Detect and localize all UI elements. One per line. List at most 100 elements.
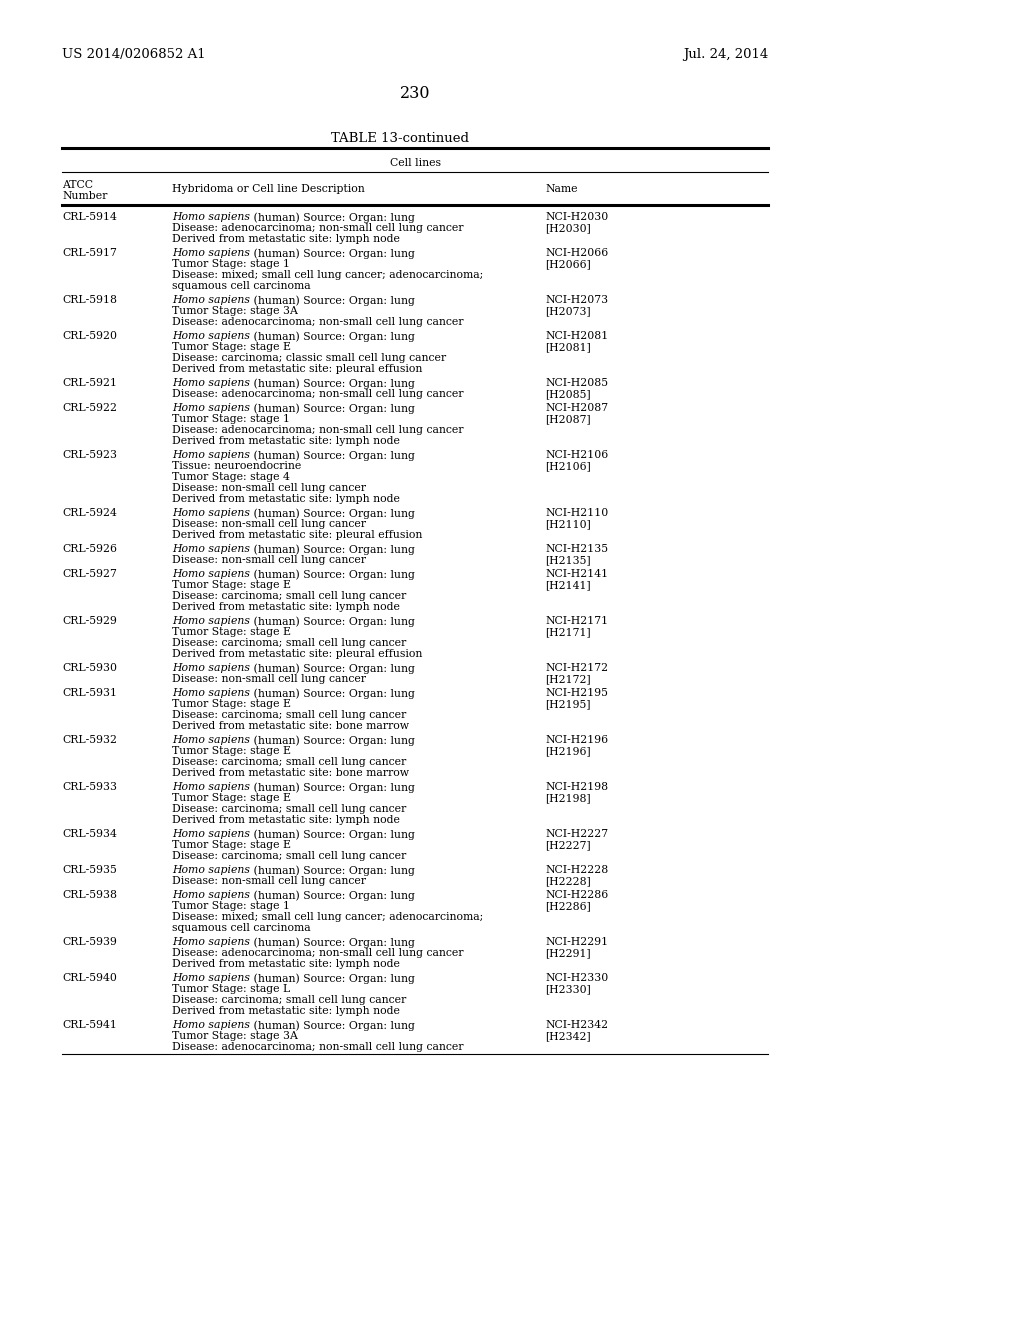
Text: CRL-5929: CRL-5929 (62, 616, 117, 626)
Text: NCI-H2342: NCI-H2342 (545, 1020, 608, 1030)
Text: Disease: non-small cell lung cancer: Disease: non-small cell lung cancer (172, 675, 366, 684)
Text: CRL-5930: CRL-5930 (62, 663, 117, 673)
Text: Disease: mixed; small cell lung cancer; adenocarcinoma;: Disease: mixed; small cell lung cancer; … (172, 912, 483, 921)
Text: CRL-5941: CRL-5941 (62, 1020, 117, 1030)
Text: Cell lines: Cell lines (389, 158, 440, 168)
Text: Hybridoma or Cell line Description: Hybridoma or Cell line Description (172, 183, 365, 194)
Text: Disease: adenocarcinoma; non-small cell lung cancer: Disease: adenocarcinoma; non-small cell … (172, 425, 464, 436)
Text: (human) Source: Organ: lung: (human) Source: Organ: lung (250, 508, 415, 519)
Text: (human) Source: Organ: lung: (human) Source: Organ: lung (250, 544, 415, 554)
Text: Derived from metastatic site: lymph node: Derived from metastatic site: lymph node (172, 814, 400, 825)
Text: (human) Source: Organ: lung: (human) Source: Organ: lung (250, 294, 415, 305)
Text: CRL-5917: CRL-5917 (62, 248, 117, 257)
Text: NCI-H2171: NCI-H2171 (545, 616, 608, 626)
Text: CRL-5922: CRL-5922 (62, 403, 117, 413)
Text: NCI-H2073: NCI-H2073 (545, 294, 608, 305)
Text: [H2110]: [H2110] (545, 519, 591, 529)
Text: NCI-H2172: NCI-H2172 (545, 663, 608, 673)
Text: Jul. 24, 2014: Jul. 24, 2014 (683, 48, 768, 61)
Text: Derived from metastatic site: lymph node: Derived from metastatic site: lymph node (172, 494, 400, 504)
Text: Tumor Stage: stage E: Tumor Stage: stage E (172, 627, 291, 638)
Text: NCI-H2330: NCI-H2330 (545, 973, 608, 983)
Text: Derived from metastatic site: pleural effusion: Derived from metastatic site: pleural ef… (172, 531, 422, 540)
Text: Homo sapiens: Homo sapiens (172, 616, 250, 626)
Text: (human) Source: Organ: lung: (human) Source: Organ: lung (250, 378, 415, 388)
Text: [H2135]: [H2135] (545, 554, 591, 565)
Text: Tumor Stage: stage 3A: Tumor Stage: stage 3A (172, 306, 298, 315)
Text: Disease: carcinoma; small cell lung cancer: Disease: carcinoma; small cell lung canc… (172, 995, 407, 1005)
Text: Disease: adenocarcinoma; non-small cell lung cancer: Disease: adenocarcinoma; non-small cell … (172, 223, 464, 234)
Text: Disease: non-small cell lung cancer: Disease: non-small cell lung cancer (172, 554, 366, 565)
Text: (human) Source: Organ: lung: (human) Source: Organ: lung (250, 663, 415, 673)
Text: Tumor Stage: stage 3A: Tumor Stage: stage 3A (172, 1031, 298, 1041)
Text: NCI-H2291: NCI-H2291 (545, 937, 608, 946)
Text: [H2141]: [H2141] (545, 579, 591, 590)
Text: [H2087]: [H2087] (545, 414, 591, 424)
Text: Tumor Stage: stage E: Tumor Stage: stage E (172, 840, 291, 850)
Text: NCI-H2030: NCI-H2030 (545, 213, 608, 222)
Text: Disease: carcinoma; small cell lung cancer: Disease: carcinoma; small cell lung canc… (172, 638, 407, 648)
Text: Tumor Stage: stage 1: Tumor Stage: stage 1 (172, 414, 290, 424)
Text: (human) Source: Organ: lung: (human) Source: Organ: lung (250, 937, 415, 948)
Text: CRL-5931: CRL-5931 (62, 688, 117, 698)
Text: CRL-5933: CRL-5933 (62, 781, 117, 792)
Text: CRL-5932: CRL-5932 (62, 735, 117, 744)
Text: Disease: carcinoma; small cell lung cancer: Disease: carcinoma; small cell lung canc… (172, 591, 407, 601)
Text: NCI-H2227: NCI-H2227 (545, 829, 608, 840)
Text: Homo sapiens: Homo sapiens (172, 450, 250, 459)
Text: Homo sapiens: Homo sapiens (172, 508, 250, 517)
Text: Homo sapiens: Homo sapiens (172, 403, 250, 413)
Text: 230: 230 (399, 84, 430, 102)
Text: NCI-H2110: NCI-H2110 (545, 508, 608, 517)
Text: [H2073]: [H2073] (545, 306, 591, 315)
Text: Disease: non-small cell lung cancer: Disease: non-small cell lung cancer (172, 876, 366, 886)
Text: [H2286]: [H2286] (545, 902, 591, 911)
Text: Number: Number (62, 191, 108, 201)
Text: Tumor Stage: stage 1: Tumor Stage: stage 1 (172, 259, 290, 269)
Text: Derived from metastatic site: lymph node: Derived from metastatic site: lymph node (172, 436, 400, 446)
Text: Tumor Stage: stage E: Tumor Stage: stage E (172, 342, 291, 352)
Text: [H2030]: [H2030] (545, 223, 591, 234)
Text: (human) Source: Organ: lung: (human) Source: Organ: lung (250, 890, 415, 900)
Text: Disease: adenocarcinoma; non-small cell lung cancer: Disease: adenocarcinoma; non-small cell … (172, 948, 464, 958)
Text: Homo sapiens: Homo sapiens (172, 378, 250, 388)
Text: Tumor Stage: stage E: Tumor Stage: stage E (172, 746, 291, 756)
Text: Derived from metastatic site: lymph node: Derived from metastatic site: lymph node (172, 602, 400, 612)
Text: Homo sapiens: Homo sapiens (172, 735, 250, 744)
Text: CRL-5920: CRL-5920 (62, 331, 117, 341)
Text: Homo sapiens: Homo sapiens (172, 781, 250, 792)
Text: [H2342]: [H2342] (545, 1031, 591, 1041)
Text: NCI-H2135: NCI-H2135 (545, 544, 608, 554)
Text: US 2014/0206852 A1: US 2014/0206852 A1 (62, 48, 206, 61)
Text: Tumor Stage: stage E: Tumor Stage: stage E (172, 700, 291, 709)
Text: NCI-H2066: NCI-H2066 (545, 248, 608, 257)
Text: Derived from metastatic site: pleural effusion: Derived from metastatic site: pleural ef… (172, 649, 422, 659)
Text: NCI-H2106: NCI-H2106 (545, 450, 608, 459)
Text: squamous cell carcinoma: squamous cell carcinoma (172, 281, 310, 290)
Text: (human) Source: Organ: lung: (human) Source: Organ: lung (250, 735, 415, 746)
Text: NCI-H2195: NCI-H2195 (545, 688, 608, 698)
Text: Tumor Stage: stage E: Tumor Stage: stage E (172, 793, 291, 803)
Text: Disease: adenocarcinoma; non-small cell lung cancer: Disease: adenocarcinoma; non-small cell … (172, 1041, 464, 1052)
Text: CRL-5939: CRL-5939 (62, 937, 117, 946)
Text: NCI-H2081: NCI-H2081 (545, 331, 608, 341)
Text: (human) Source: Organ: lung: (human) Source: Organ: lung (250, 865, 415, 875)
Text: [H2291]: [H2291] (545, 948, 591, 958)
Text: NCI-H2198: NCI-H2198 (545, 781, 608, 792)
Text: Homo sapiens: Homo sapiens (172, 829, 250, 840)
Text: CRL-5924: CRL-5924 (62, 508, 117, 517)
Text: Disease: carcinoma; small cell lung cancer: Disease: carcinoma; small cell lung canc… (172, 710, 407, 719)
Text: Disease: mixed; small cell lung cancer; adenocarcinoma;: Disease: mixed; small cell lung cancer; … (172, 271, 483, 280)
Text: [H2227]: [H2227] (545, 840, 591, 850)
Text: [H2172]: [H2172] (545, 675, 591, 684)
Text: (human) Source: Organ: lung: (human) Source: Organ: lung (250, 569, 415, 579)
Text: [H2085]: [H2085] (545, 389, 591, 399)
Text: (human) Source: Organ: lung: (human) Source: Organ: lung (250, 450, 415, 461)
Text: Homo sapiens: Homo sapiens (172, 937, 250, 946)
Text: Homo sapiens: Homo sapiens (172, 1020, 250, 1030)
Text: NCI-H2085: NCI-H2085 (545, 378, 608, 388)
Text: (human) Source: Organ: lung: (human) Source: Organ: lung (250, 781, 415, 792)
Text: (human) Source: Organ: lung: (human) Source: Organ: lung (250, 1020, 415, 1031)
Text: Derived from metastatic site: lymph node: Derived from metastatic site: lymph node (172, 960, 400, 969)
Text: (human) Source: Organ: lung: (human) Source: Organ: lung (250, 973, 415, 983)
